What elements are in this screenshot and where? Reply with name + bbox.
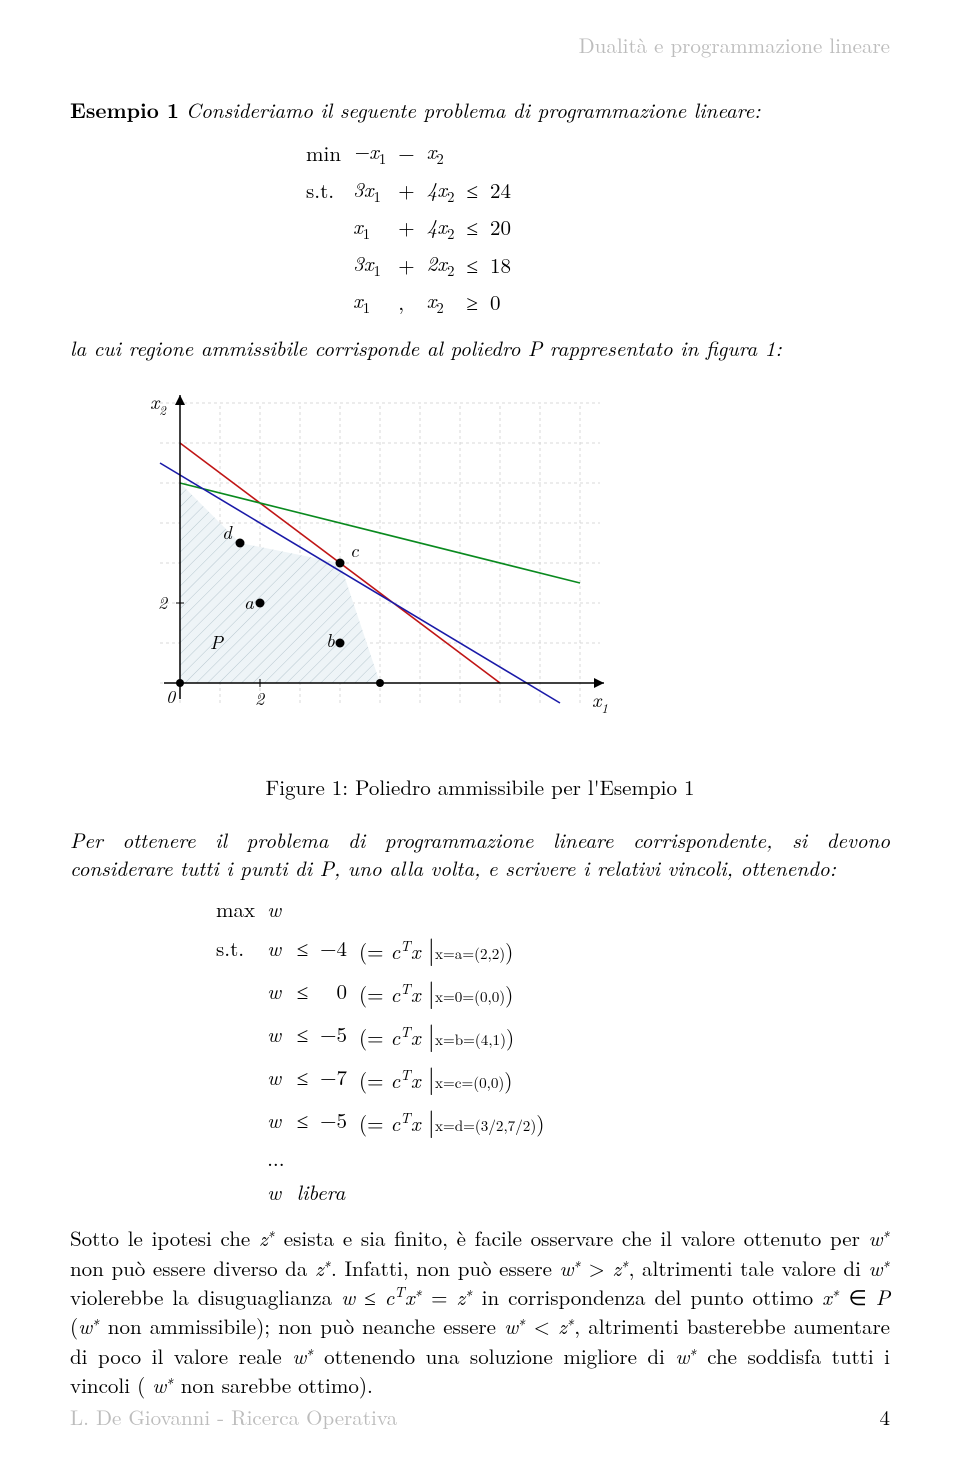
- footer-author: L. De Giovanni - Ricerca Operativa: [70, 1402, 397, 1432]
- dual-dots: ...: [210, 1141, 550, 1175]
- primal-lp: min −x1 − x2 s.t. 3x1 + 4x2 ≤ 24 x1 + 4x…: [70, 134, 890, 320]
- lp-row: 3x1 + 2x2 ≤ 18: [300, 246, 517, 283]
- svg-text:0: 0: [166, 684, 176, 709]
- lp-row: x1 , x2 ≥ 0: [300, 283, 517, 320]
- svg-text:2: 2: [255, 686, 265, 711]
- svg-text:x1: x1: [592, 684, 608, 717]
- page-footer: L. De Giovanni - Ricerca Operativa 4: [70, 1402, 890, 1432]
- dual-row: s.t. w ≤ −4 (= cTx |x=a=(2,2)): [210, 926, 550, 969]
- running-head: Dualità e programmazione lineare: [70, 30, 890, 60]
- svg-text:P: P: [210, 628, 224, 655]
- svg-text:2: 2: [158, 590, 168, 615]
- para-derive: Per ottenere il problema di programmazio…: [70, 826, 890, 883]
- svg-text:d: d: [222, 518, 233, 545]
- page: Dualità e programmazione lineare Esempio…: [0, 0, 960, 1462]
- lp-obj-row: min −x1 − x2: [300, 134, 517, 171]
- svg-text:a: a: [244, 588, 254, 615]
- dual-row: w ≤ 0 (= cTx |x=0=(0,0)): [210, 969, 550, 1012]
- dual-row: w ≤ −5 (= cTx |x=d=(3/2,7/2)): [210, 1098, 550, 1141]
- feasible-region-plot: 0 2 2 x1 x2 d c a b P: [110, 373, 610, 733]
- dual-free: w libera: [210, 1175, 550, 1209]
- example-intro: Esempio 1 Consideriamo il seguente probl…: [70, 96, 890, 124]
- dual-row: w ≤ −5 (= cTx |x=b=(4,1)): [210, 1012, 550, 1055]
- lp-continuation: la cui regione ammissibile corrisponde a…: [70, 334, 890, 362]
- figure-caption: Figure 1: Poliedro ammissibile per l'Ese…: [70, 772, 890, 802]
- para-discussion: Sotto le ipotesi che z∗ esista e sia fin…: [70, 1223, 890, 1399]
- lp-st-label: s.t.: [300, 172, 347, 209]
- lp-obj-label: min: [300, 134, 347, 171]
- figure-1: 0 2 2 x1 x2 d c a b P: [110, 373, 890, 738]
- svg-text:x2: x2: [150, 386, 167, 419]
- lp-table: min −x1 − x2 s.t. 3x1 + 4x2 ≤ 24 x1 + 4x…: [300, 134, 517, 320]
- page-number: 4: [880, 1402, 891, 1432]
- example-intro-text: Consideriamo il seguente problema di pro…: [186, 95, 761, 125]
- dual-table: max w s.t. w ≤ −4 (= cTx |x=a=(2,2)) w ≤…: [210, 892, 550, 1209]
- dual-obj-row: max w: [210, 892, 550, 926]
- lp-row: x1 + 4x2 ≤ 20: [300, 209, 517, 246]
- example-label: Esempio 1: [70, 95, 179, 125]
- svg-text:c: c: [350, 536, 359, 563]
- svg-text:b: b: [326, 626, 335, 653]
- dual-row: w ≤ −7 (= cTx |x=c=(0,0)): [210, 1055, 550, 1098]
- lp-row: s.t. 3x1 + 4x2 ≤ 24: [300, 172, 517, 209]
- dual-lp: max w s.t. w ≤ −4 (= cTx |x=a=(2,2)) w ≤…: [70, 892, 890, 1209]
